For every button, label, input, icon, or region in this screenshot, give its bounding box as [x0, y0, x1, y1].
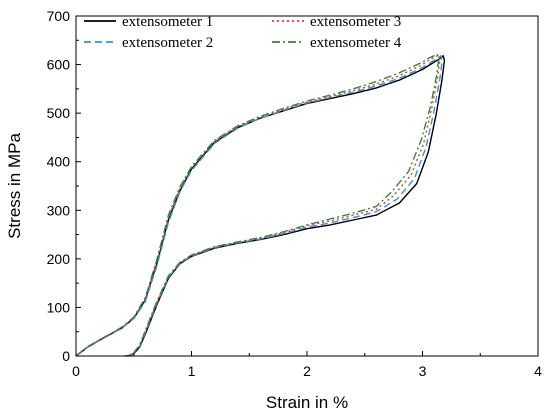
y-tick-label: 200: [47, 251, 71, 267]
x-axis-title: Strain in %: [266, 393, 348, 412]
y-tick-label: 100: [47, 299, 71, 315]
legend-label-3: extensometer 3: [310, 14, 401, 30]
series-lines: [75, 53, 446, 357]
x-tick-label: 0: [72, 363, 80, 379]
y-tick-label: 600: [47, 57, 71, 73]
x-tick-label: 2: [303, 363, 311, 379]
y-axis-title: Stress in MPa: [5, 133, 24, 239]
series-line-2: [75, 55, 443, 357]
y-axis-ticks: 0 100 200 300 400 500 600 700: [47, 8, 81, 364]
legend-label-2: extensometer 2: [122, 35, 213, 51]
x-axis-ticks: 0 1 2 3 4: [72, 351, 542, 379]
series-line-1: [75, 55, 446, 357]
series-line-3: [75, 54, 441, 357]
y-tick-label: 300: [47, 202, 71, 218]
y-tick-label: 0: [62, 348, 70, 364]
x-tick-label: 1: [188, 363, 196, 379]
legend-label-1: extensometer 1: [122, 14, 213, 30]
legend: extensometer 1 extensometer 2 extensometer…: [84, 14, 402, 51]
y-tick-label: 400: [47, 154, 71, 170]
x-tick-label: 4: [534, 363, 542, 379]
x-tick-label: 3: [419, 363, 427, 379]
legend-label-4: extensometer 4: [310, 35, 402, 51]
series-line-4: [75, 53, 440, 357]
y-tick-label: 700: [47, 8, 71, 24]
plot-frame: [75, 15, 539, 357]
y-tick-label: 500: [47, 105, 71, 121]
